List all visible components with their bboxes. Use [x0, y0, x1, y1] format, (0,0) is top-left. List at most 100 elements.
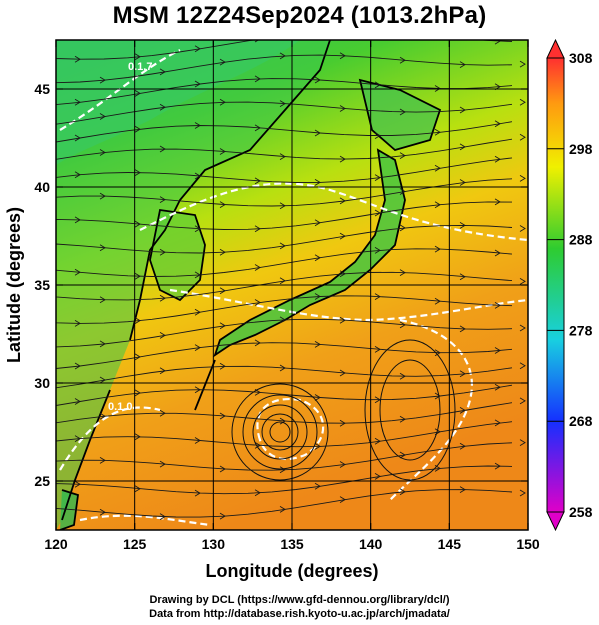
- streamline-arrow-169: [254, 442, 261, 449]
- streamline-2: [56, 78, 513, 106]
- streamline-0: [56, 40, 513, 60]
- streamline-arrow-129: [279, 316, 286, 324]
- streamline-arrow-82: [339, 197, 346, 205]
- streamline-arrow-30: [99, 76, 106, 84]
- streamline-arrow-46: [99, 113, 106, 120]
- streamline-5: [56, 138, 513, 162]
- streamline-arrow-114: [339, 270, 346, 278]
- streamline-arrow-138: [314, 341, 321, 348]
- streamline-arrow-166: [74, 435, 81, 442]
- streamline-9: [56, 224, 513, 254]
- streamline-arrow-58: [314, 129, 321, 137]
- streamline-arrow-33: [279, 52, 286, 60]
- streamline-arrow-183: [134, 485, 141, 493]
- streamline-arrow-74: [314, 179, 321, 186]
- streamline-arrow-27: [375, 29, 380, 35]
- streamline-arrow-142: [99, 376, 106, 384]
- streamline-19: [56, 442, 513, 471]
- streamline-arrow-98: [339, 232, 346, 240]
- streamline-arrow-104: [194, 271, 201, 279]
- streamline-arrow-39: [134, 90, 141, 97]
- x-tick-label-150: 150: [516, 536, 540, 552]
- streamline-arrow-95: [159, 248, 166, 256]
- streamline-arrow-157: [494, 383, 501, 391]
- streamline-arrow-171: [374, 437, 381, 445]
- credit-drawing: Drawing by DCL (https://www.gfd-dennou.o…: [149, 594, 450, 606]
- streamline-arrow-61: [494, 120, 501, 128]
- colorbar: 258 268 278 288 298 308: [546, 38, 593, 532]
- streamline-arrow-186: [314, 482, 321, 490]
- streamline-8: [56, 201, 513, 230]
- coastlines: [59, 40, 442, 530]
- streamline-arrow-35: [399, 56, 406, 64]
- streamline-arrow-170: [314, 443, 321, 450]
- streamline-arrow-37: [519, 60, 526, 68]
- streamline-arrow-76: [434, 164, 441, 172]
- streamline-arrow-105: [254, 264, 261, 271]
- streamline-arrow-38: [74, 98, 81, 106]
- streamline-arrow-107: [374, 247, 381, 254]
- streamline-arrow-92: [434, 201, 441, 209]
- streamline-arrow-79: [159, 196, 166, 203]
- streamline-arrow-164: [459, 407, 466, 414]
- streamline-arrow-97: [279, 242, 286, 250]
- streamline-arrow-154: [314, 394, 321, 401]
- x-tick-label-135: 135: [280, 536, 304, 552]
- streamline-1: [56, 54, 513, 84]
- streamline-arrow-32: [219, 58, 226, 66]
- streamline-arrow-173: [494, 419, 501, 427]
- streamline-arrow-190: [99, 508, 106, 516]
- streamline-arrow-71: [134, 169, 141, 176]
- streamline-arrow-99: [399, 224, 406, 232]
- streamline-arrow-118: [74, 320, 81, 327]
- streamline-arrow-110: [99, 296, 106, 304]
- streamline-arrow-174: [99, 457, 106, 464]
- y-tick-label-30: 30: [34, 375, 50, 391]
- streamline-arrow-197: [519, 489, 526, 497]
- streamline-arrow-123: [374, 293, 381, 300]
- x-tick-label-140: 140: [359, 536, 383, 552]
- streamline-arrow-22: [74, 55, 81, 63]
- streamline-16: [56, 384, 513, 406]
- y-tick-label-45: 45: [34, 81, 50, 97]
- streamline-arrow-175: [159, 460, 166, 468]
- streamline-arrow-187: [374, 473, 381, 480]
- streamline-arrow-75: [374, 174, 381, 181]
- streamline-arrow-53: [519, 98, 526, 106]
- streamline-arrow-165: [519, 397, 526, 405]
- streamline-arrow-158: [99, 412, 106, 420]
- streamline-arrow-132: [459, 325, 466, 333]
- streamline-arrow-196: [459, 486, 466, 493]
- streamline-arrow-195: [399, 488, 406, 496]
- x-axis-label: Longitude (degrees): [205, 561, 378, 581]
- streamline-arrow-137: [254, 339, 261, 347]
- streamline-arrow-125: [494, 302, 501, 309]
- streamline-arrow-152: [194, 386, 201, 394]
- colorbar-min-arrow: [546, 511, 565, 532]
- streamline-arrow-72: [194, 172, 201, 180]
- streamline-arrow-113: [279, 277, 286, 285]
- streamline-arrow-117: [519, 278, 526, 285]
- y-tick-label-40: 40: [34, 179, 50, 195]
- streamline-arrow-47: [159, 103, 166, 111]
- x-tick-label-145: 145: [438, 536, 462, 552]
- streamline-arrow-70: [74, 171, 81, 179]
- colorbar-label-268: 268: [569, 413, 593, 429]
- streamline-12: [56, 295, 513, 324]
- streamline-arrow-139: [374, 346, 381, 353]
- streamline-arrow-100: [459, 222, 466, 229]
- streamline-arrow-60: [434, 128, 441, 136]
- colorbar-label-258: 258: [569, 504, 593, 520]
- streamline-arrow-146: [339, 369, 346, 377]
- streamline-arrow-161: [279, 417, 286, 425]
- streamline-arrow-133: [519, 324, 526, 332]
- streamline-arrow-63: [159, 145, 166, 153]
- streamline-arrow-81: [279, 202, 286, 210]
- page-title: MSM 12Z24Sep2024 (1013.2hPa): [112, 2, 487, 29]
- streamline-arrow-180: [459, 442, 466, 450]
- y-tick-label-35: 35: [34, 277, 50, 293]
- streamline-arrow-193: [279, 506, 286, 513]
- streamline-arrow-25: [254, 40, 260, 43]
- streamline-arrow-62: [99, 149, 106, 156]
- streamline-arrow-83: [399, 188, 406, 195]
